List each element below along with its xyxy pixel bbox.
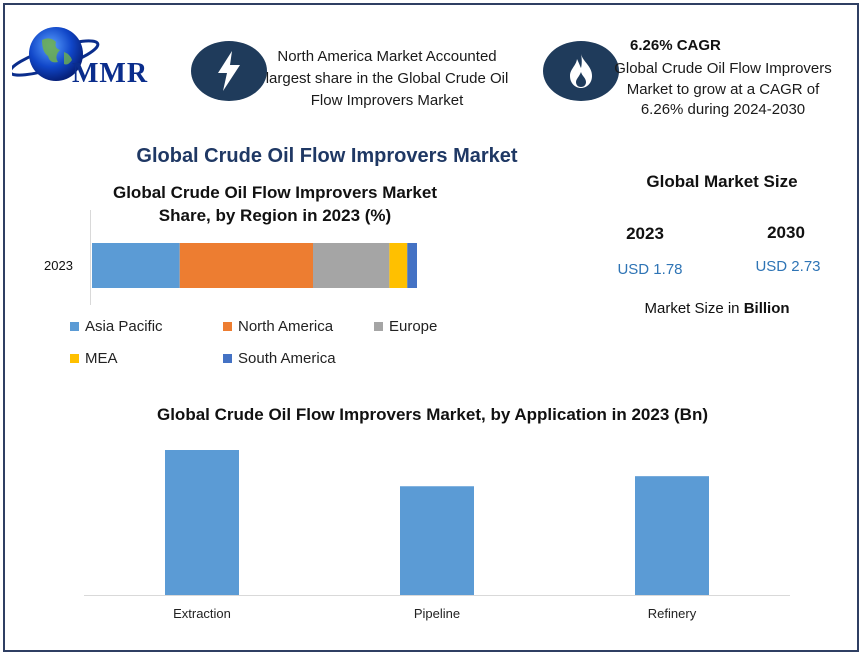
bar-pipeline: [400, 486, 474, 595]
legend-item-south-america: South America: [223, 350, 336, 367]
logo-text: MMR: [72, 58, 149, 89]
border-frame: [3, 3, 859, 652]
market-size-note: Market Size in Billion: [612, 300, 822, 317]
legend-swatch: [70, 354, 79, 363]
lightning-bolt-icon: [218, 51, 240, 91]
region-segment-north-america: [179, 243, 313, 288]
value-2030: USD 2.73: [755, 258, 821, 275]
x-tick-extraction: Extraction: [173, 606, 231, 621]
value-2023: USD 1.78: [617, 261, 683, 278]
globe-logo-icon: [8, 27, 100, 81]
legend-item-mea: MEA: [70, 350, 118, 367]
legend-item-north-america: North America: [223, 318, 333, 335]
market-size-title: Global Market Size: [646, 172, 798, 191]
region-segment-south-america: [407, 243, 417, 288]
region-stacked-bar-chart: [90, 210, 417, 305]
cagr-callout: Global Crude Oil Flow Improvers Market t…: [614, 60, 832, 118]
legend-label: North America: [238, 318, 334, 335]
legend-item-europe: Europe: [374, 318, 437, 335]
legend-label: Asia Pacific: [85, 318, 163, 335]
legend-label: Europe: [389, 318, 438, 335]
region-segment-asia-pacific: [92, 243, 180, 288]
legend-label: MEA: [85, 350, 118, 367]
x-tick-pipeline: Pipeline: [413, 606, 461, 621]
bar-refinery: [635, 476, 709, 595]
mmr-logo: MMR: [8, 22, 172, 92]
region-segment-mea: [389, 243, 408, 288]
bar-extraction: [165, 450, 239, 595]
legend-swatch: [223, 354, 232, 363]
legend-swatch: [70, 322, 79, 331]
main-title: Global Crude Oil Flow Improvers Market: [136, 145, 518, 167]
market-size-note-prefix: Market Size in: [644, 300, 744, 317]
legend-swatch: [374, 322, 383, 331]
year-2030: 2030: [767, 223, 805, 242]
market-size-note-unit: Billion: [743, 300, 790, 317]
cagr-heading: 6.26% CAGR: [630, 37, 721, 54]
legend-label: South America: [238, 350, 336, 367]
flame-icon: [570, 54, 592, 88]
x-tick-refinery: Refinery: [647, 606, 697, 621]
year-2023: 2023: [626, 224, 664, 243]
lightning-icon-badge: [191, 41, 267, 101]
region-chart-title: Global Crude Oil Flow Improvers Market S…: [112, 183, 437, 225]
north-america-callout: North America Market Accounted largest s…: [265, 48, 509, 109]
application-bar-chart: [84, 450, 790, 596]
application-chart-title: Global Crude Oil Flow Improvers Market, …: [156, 405, 709, 424]
flame-icon-badge: [543, 41, 619, 101]
legend-item-asia-pacific: Asia Pacific: [70, 318, 163, 335]
legend-swatch: [223, 322, 232, 331]
region-segment-europe: [313, 243, 390, 288]
region-category-label: 2023: [44, 258, 73, 273]
